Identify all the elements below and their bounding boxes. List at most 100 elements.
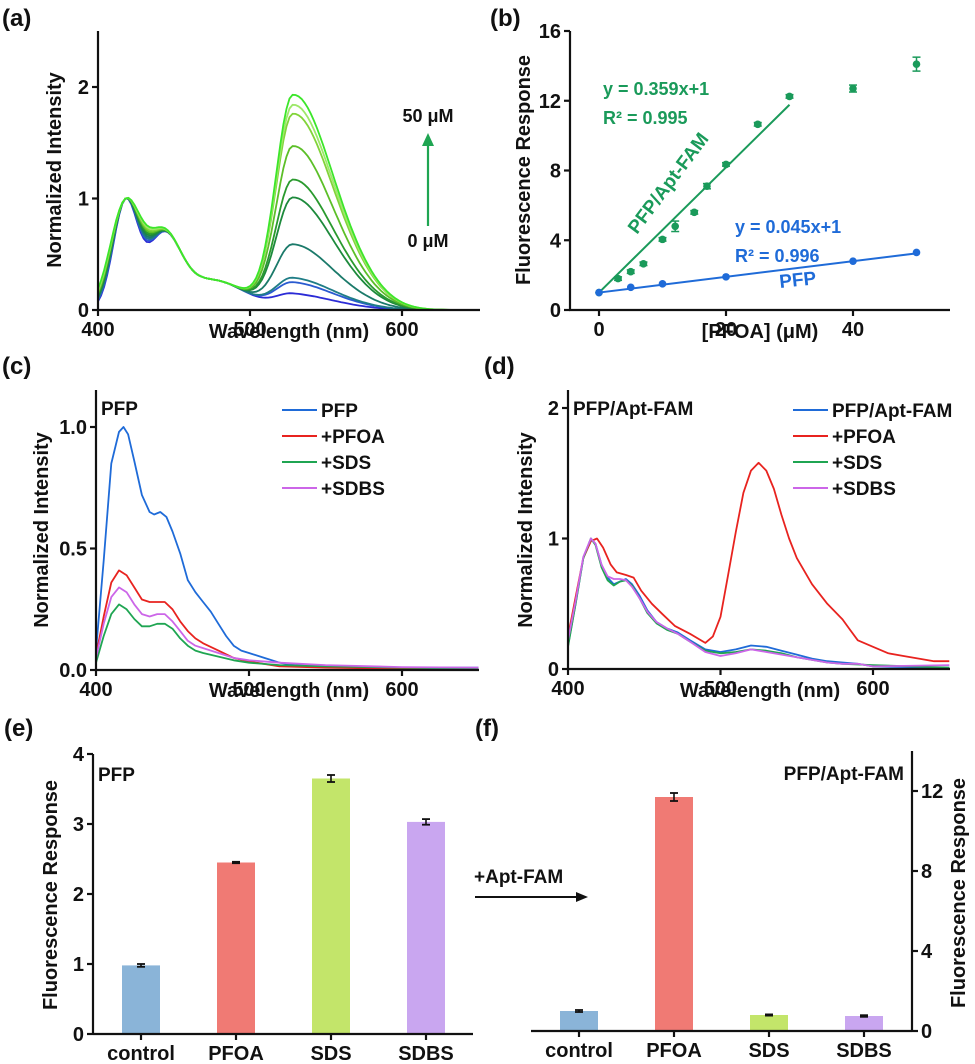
panel-e: (e) 0 1 2 3 4 control PFOA SDS SDBS Fluorescence… xyxy=(4,715,473,1064)
y-axis-label-e: Fluorescence Response xyxy=(40,780,62,1010)
panel-title-f: PFP/Apt-FAM xyxy=(784,764,904,785)
spectrum-line xyxy=(95,569,479,670)
bars-f xyxy=(560,792,883,1031)
y-tick-label: 8 xyxy=(550,161,561,183)
data-point xyxy=(785,92,794,101)
spectrum-line xyxy=(95,426,479,669)
y-axis-label-d: Normalized Intensity xyxy=(515,431,537,627)
legend-label: +SDS xyxy=(321,453,371,474)
data-point xyxy=(595,288,603,297)
legend-label: +SDBS xyxy=(832,479,896,500)
bar-sdbs xyxy=(407,821,445,1034)
x-tick-label: PFOA xyxy=(208,1043,264,1064)
axes-a: 400 500 600 0 1 2 xyxy=(78,31,480,341)
legend-label: PFP xyxy=(321,401,358,422)
bar-pfoa xyxy=(217,862,255,1034)
axes-f: 0 4 8 12 control PFOA SDS SDBS xyxy=(531,751,943,1062)
x-tick-label: SDBS xyxy=(836,1040,892,1062)
panel-title-e: PFP xyxy=(98,765,135,786)
x-tick-label: 400 xyxy=(551,678,584,700)
spectrum-line xyxy=(567,537,950,669)
fit-equation-pfp-apt: y = 0.359x+1 xyxy=(603,79,709,99)
legend-label: +SDBS xyxy=(321,479,385,500)
data-point xyxy=(671,222,679,231)
y-tick-label: 1 xyxy=(548,529,559,551)
x-tick-label: 400 xyxy=(79,679,112,701)
x-tick-label: 500 xyxy=(233,319,266,341)
legend-label: +PFOA xyxy=(321,427,385,448)
spectrum-line xyxy=(97,197,478,311)
data-point xyxy=(703,182,711,190)
x-tick-label: control xyxy=(107,1043,175,1064)
y-tick-label: 3 xyxy=(73,814,84,836)
panel-c: (c) 400 500 600 0.0 0.5 1.0 Wavelength (nm) N… xyxy=(2,353,479,702)
data-point xyxy=(722,160,730,169)
data-point xyxy=(626,283,635,292)
spectrum-line xyxy=(97,112,478,311)
x-tick-label: SDS xyxy=(748,1040,789,1062)
y-tick-label: 1 xyxy=(78,189,89,211)
fit-line xyxy=(598,104,791,294)
x-tick-label: PFOA xyxy=(646,1040,702,1062)
x-tick-label: 600 xyxy=(385,679,418,701)
fit-r2-pfp: R² = 0.996 xyxy=(735,246,820,266)
conc-label-bottom: 0 μM xyxy=(407,231,448,251)
panel-label-f: (f) xyxy=(475,715,499,742)
x-tick-label: 0 xyxy=(593,319,604,341)
transition-label: +Apt-FAM xyxy=(474,867,563,888)
series-group-b xyxy=(595,56,921,297)
legend-d: PFP/Apt-FAM +PFOA +SDS +SDBS xyxy=(793,401,952,500)
fit-equation-pfp: y = 0.045x+1 xyxy=(735,217,841,237)
bar-control xyxy=(122,965,160,1034)
fit-line xyxy=(598,252,917,294)
panel-label-d: (d) xyxy=(484,353,515,380)
y-tick-label: 16 xyxy=(539,21,561,43)
legend-label: PFP/Apt-FAM xyxy=(832,401,952,422)
x-tick-label: 500 xyxy=(704,678,737,700)
transition-annotation: +Apt-FAM xyxy=(474,867,588,902)
x-tick-label: control xyxy=(545,1040,613,1062)
y-tick-label: 2 xyxy=(78,77,89,99)
x-tick-label: SDBS xyxy=(398,1043,454,1064)
right-arrow-icon xyxy=(475,892,588,902)
data-point xyxy=(626,267,635,276)
y-tick-label: 4 xyxy=(73,744,85,766)
spectrum-line xyxy=(567,461,950,663)
y-tick-label: 2 xyxy=(73,884,84,906)
data-point xyxy=(753,120,762,129)
concentration-arrow-icon xyxy=(422,133,434,226)
conc-label-top: 50 μM xyxy=(402,106,453,126)
x-tick-label: 20 xyxy=(715,319,737,341)
data-point xyxy=(912,248,921,257)
y-tick-label: 4 xyxy=(921,941,933,963)
line-label-pfp: PFP xyxy=(778,268,817,293)
x-tick-label: SDS xyxy=(310,1043,351,1064)
bar-sdbs xyxy=(845,1016,883,1031)
bars-e xyxy=(122,774,445,1034)
line-label-pfp-apt: PFP/Apt-FAM xyxy=(624,129,713,238)
y-tick-label: 0 xyxy=(78,300,89,322)
panel-label-e: (e) xyxy=(4,715,33,742)
spectrum-line xyxy=(95,603,479,670)
y-axis-label-c: Normalized Intensity xyxy=(31,431,53,627)
data-point xyxy=(658,235,667,244)
axes-b: 0 20 40 0 4 8 12 16 xyxy=(539,21,950,341)
bar-pfoa xyxy=(655,797,693,1031)
panel-f: (f) 0 4 8 12 control PFOA SDS SDBS Fluorescence… xyxy=(475,715,970,1062)
panel-b: (b) 0 20 40 0 4 8 12 16 [PFOA] (μM) Fluorescenc… xyxy=(490,5,950,343)
y-axis-label-a: Normalized Intensity xyxy=(44,71,66,267)
legend-c: PFP +PFOA +SDS +SDBS xyxy=(282,401,385,500)
y-tick-label: 1.0 xyxy=(59,417,87,439)
axes-c: 400 500 600 0.0 0.5 1.0 xyxy=(59,390,479,701)
y-tick-label: 0.0 xyxy=(59,660,87,682)
axes-d: 400 500 600 0 1 2 xyxy=(548,390,950,700)
y-tick-label: 0 xyxy=(921,1021,932,1043)
series-group-a xyxy=(97,93,478,311)
bar-sds xyxy=(312,778,350,1034)
x-axis-label-c: Wavelength (nm) xyxy=(209,680,369,702)
data-point xyxy=(639,259,648,268)
data-point xyxy=(912,60,921,68)
y-tick-label: 0 xyxy=(548,659,559,681)
panel-label-a: (a) xyxy=(2,5,31,32)
